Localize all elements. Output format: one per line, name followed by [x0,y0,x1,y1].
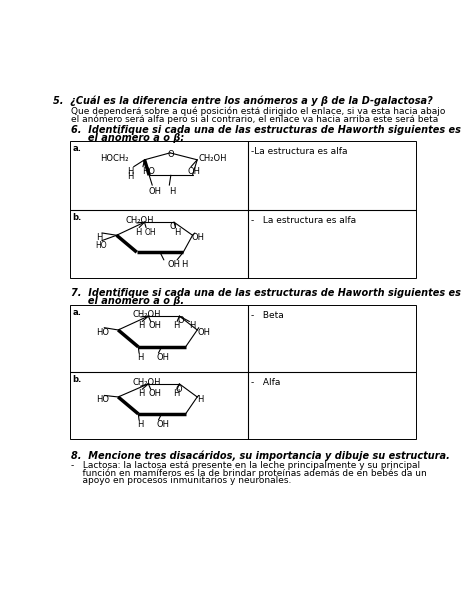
Text: 6.  Identifique si cada una de las estructuras de Haworth siguientes es: 6. Identifique si cada una de las estruc… [71,125,461,135]
Text: -   Beta: - Beta [251,311,284,320]
Text: H: H [138,321,145,330]
Text: HO: HO [142,167,155,176]
Text: O: O [169,222,176,231]
Text: OH: OH [148,389,161,398]
Text: a.: a. [73,308,82,317]
Text: OH: OH [191,233,204,242]
Text: HOCH₂: HOCH₂ [100,154,129,164]
Text: H: H [137,420,143,429]
Text: CH₂OH: CH₂OH [199,154,227,164]
Text: H: H [138,389,145,398]
Text: HO: HO [96,328,109,337]
Text: 7.  Identifique si cada una de las estructuras de Haworth siguientes es: 7. Identifique si cada una de las estruc… [71,287,461,298]
Text: HO: HO [96,395,109,405]
Text: función en mamíferos es la de brindar proteínas además de en bebés da un: función en mamíferos es la de brindar pr… [71,468,427,478]
Text: -La estructura es alfa: -La estructura es alfa [251,148,348,156]
Text: OH: OH [156,353,169,362]
Bar [70,142,416,278]
Text: Que dependerá sobre a qué posición está dirigido el enlace, si va esta hacia aba: Que dependerá sobre a qué posición está … [71,107,445,116]
Text: -   Alfa: - Alfa [251,378,281,387]
Text: H: H [137,353,143,362]
Text: H: H [174,227,180,237]
Text: OH: OH [148,187,161,196]
Text: OH: OH [187,167,200,176]
Text: OH: OH [156,420,169,429]
Text: CH₂OH: CH₂OH [125,216,154,225]
Text: H: H [190,321,196,330]
Text: O: O [168,150,174,159]
Text: OH: OH [148,321,161,330]
Bar [70,305,416,440]
Text: H: H [169,187,176,196]
Text: H: H [181,260,187,269]
Text: -   Lactosa: la lactosa está presente en la leche principalmente y su principal: - Lactosa: la lactosa está presente en l… [71,461,420,470]
Text: HO: HO [96,241,107,249]
Text: b.: b. [73,375,82,384]
Text: b.: b. [73,213,82,222]
Text: OH: OH [168,260,181,269]
Text: el anómero a o β.: el anómero a o β. [71,295,184,306]
Text: 8.  Mencione tres disacáridos, su importancia y dibuje su estructura.: 8. Mencione tres disacáridos, su importa… [71,451,450,462]
Text: 5.  ¿Cuál es la diferencia entre los anómeros a y β de la D-galactosa?: 5. ¿Cuál es la diferencia entre los anóm… [53,95,433,105]
Text: el anómero será alfa pero si al contrario, el enlace va hacia arriba este será b: el anómero será alfa pero si al contrari… [71,115,438,124]
Text: O: O [175,386,182,394]
Text: H: H [173,389,180,398]
Text: el anómero a o β:: el anómero a o β: [71,133,184,143]
Text: H: H [127,172,133,181]
Text: H: H [135,227,142,237]
Text: H: H [197,395,203,405]
Text: OH: OH [145,227,156,237]
Text: O: O [177,316,184,325]
Text: H: H [173,321,180,330]
Text: apoyo en procesos inmunitarios y neuronales.: apoyo en procesos inmunitarios y neurona… [71,476,291,485]
Text: H: H [96,233,102,242]
Text: OH: OH [197,328,210,337]
Text: CH₂OH: CH₂OH [133,310,161,319]
Text: H: H [128,167,134,177]
Text: a.: a. [73,145,82,153]
Text: CH₂OH: CH₂OH [133,378,161,387]
Text: -   La estructura es alfa: - La estructura es alfa [251,216,356,225]
